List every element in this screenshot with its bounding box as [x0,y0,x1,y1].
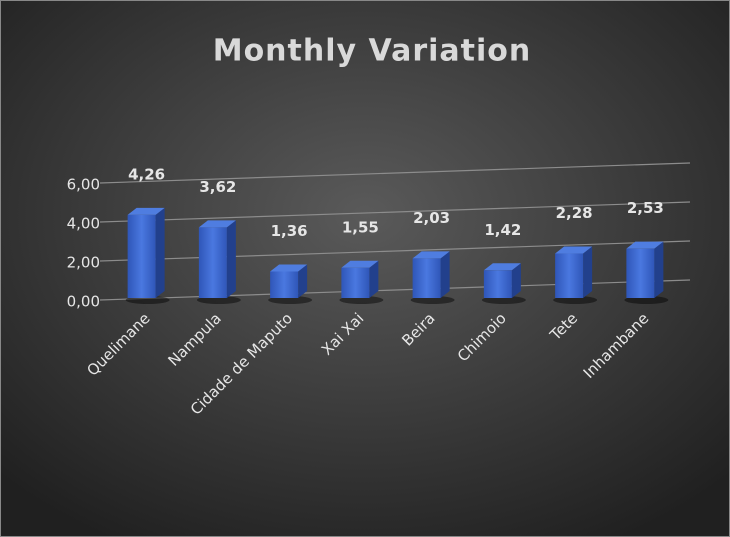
y-tick-label: 6,00 [67,176,100,194]
bar-top [341,260,379,268]
value-label: 3,62 [199,178,236,196]
value-label: 2,28 [556,204,593,222]
y-tick-label: 2,00 [67,254,100,272]
bar-top [626,241,664,249]
bar-top [127,207,165,215]
bar-side [155,207,165,298]
bar [483,270,512,298]
bar-side [654,241,664,298]
chart-title: Monthly Variation [213,34,532,69]
bar-side [511,263,521,298]
grid-line [99,240,691,262]
bar-top [555,246,593,254]
bar-side [298,264,308,298]
bar [341,267,370,298]
bar-top [483,263,521,271]
bar-top [270,264,308,272]
value-label: 1,36 [271,222,308,240]
bar [412,258,441,298]
bar-top [412,251,450,259]
bar [127,214,156,298]
grid-line [99,162,691,184]
bar-side [226,220,236,298]
value-label: 2,03 [413,209,450,227]
value-label: 1,55 [342,218,379,236]
grid-line [99,201,691,223]
value-label: 2,53 [627,199,664,217]
bar-top [198,220,236,228]
bar [626,248,655,298]
y-tick-label: 4,00 [67,215,100,233]
bar [198,227,227,298]
bar [555,253,584,298]
y-tick-label: 0,00 [67,293,100,311]
bar-side [583,246,593,298]
bar-side [369,260,379,298]
bar-side [440,251,450,298]
value-label: 1,42 [484,221,521,239]
value-label: 4,26 [128,165,165,183]
bar [270,271,299,298]
